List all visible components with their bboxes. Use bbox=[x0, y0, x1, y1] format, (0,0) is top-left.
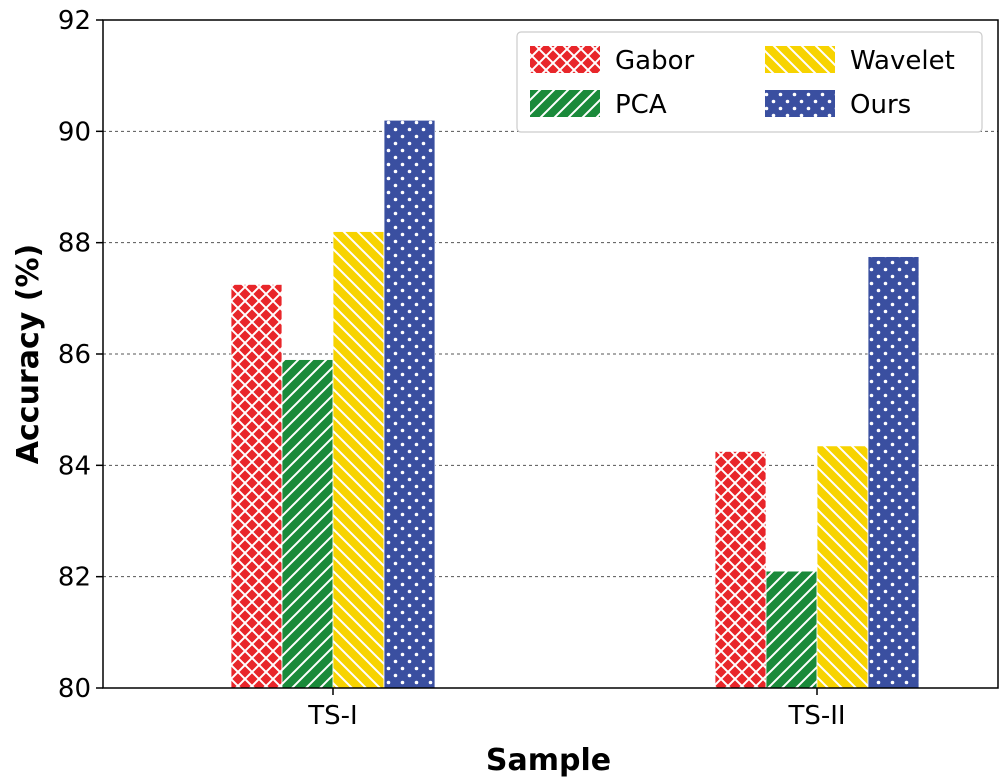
legend-label-pca: PCA bbox=[615, 90, 667, 120]
legend-label-ours: Ours bbox=[850, 90, 911, 120]
legend-swatch-pca bbox=[530, 90, 600, 117]
y-tick-label: 92 bbox=[58, 6, 91, 36]
y-tick-label: 86 bbox=[58, 340, 91, 370]
legend-swatch-gabor bbox=[530, 46, 600, 73]
y-tick-label: 80 bbox=[58, 674, 91, 704]
bar-wavelet-ts-i bbox=[332, 231, 385, 689]
legend-box bbox=[516, 31, 983, 133]
x-ticks: TS-I TS-II bbox=[307, 688, 846, 731]
y-tick-label: 88 bbox=[58, 229, 91, 259]
bar-pca-ts-ii bbox=[765, 570, 818, 689]
legend: Gabor PCA Wavelet Ours bbox=[516, 31, 983, 133]
x-tick-label: TS-I bbox=[307, 701, 357, 731]
bars bbox=[230, 119, 920, 689]
bar-gabor-ts-ii bbox=[714, 451, 767, 689]
x-axis-label: Sample bbox=[486, 743, 611, 778]
x-tick-label: TS-II bbox=[787, 701, 845, 731]
legend-label-wavelet: Wavelet bbox=[850, 46, 955, 76]
bar-ours-ts-i bbox=[383, 119, 436, 689]
legend-label-gabor: Gabor bbox=[615, 46, 694, 76]
bar-wavelet-ts-ii bbox=[816, 445, 869, 689]
legend-swatch-ours bbox=[765, 90, 835, 117]
bar-pca-ts-i bbox=[281, 359, 334, 689]
y-tick-label: 84 bbox=[58, 451, 91, 481]
bar-gabor-ts-i bbox=[230, 284, 283, 689]
y-ticks: 80 82 84 86 88 90 92 bbox=[58, 6, 103, 704]
y-axis-label: Accuracy (%) bbox=[11, 244, 46, 464]
y-tick-label: 90 bbox=[58, 117, 91, 147]
legend-swatch-wavelet bbox=[765, 46, 835, 73]
bar-ours-ts-ii bbox=[867, 256, 920, 689]
y-tick-label: 82 bbox=[58, 563, 91, 593]
